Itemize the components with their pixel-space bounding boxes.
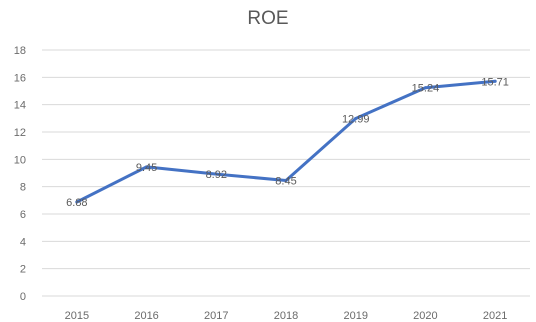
y-tick-label-2: 2 [20,264,26,276]
data-label-2016: 9.45 [136,162,157,174]
y-tick-label-8: 8 [20,182,26,194]
data-point-2019 [354,116,358,120]
y-tick-label-4: 4 [20,236,26,248]
data-label-2015: 6.88 [66,197,87,209]
y-tick-label-14: 14 [14,100,26,112]
data-point-2017 [214,172,218,176]
data-label-2019: 12.99 [342,113,370,125]
data-point-2015 [75,200,79,204]
y-tick-label-18: 18 [14,45,26,57]
x-tick-label-2019: 2019 [343,310,367,322]
x-tick-label-2018: 2018 [274,310,298,322]
x-tick-label-2015: 2015 [65,310,89,322]
data-label-2021: 15.71 [481,76,509,88]
data-point-2018 [284,179,288,183]
y-tick-label-0: 0 [20,291,26,303]
x-tick-label-2016: 2016 [134,310,158,322]
chart-title: ROE [247,8,289,29]
x-tick-label-2020: 2020 [413,310,437,322]
y-tick-label-6: 6 [20,209,26,221]
data-point-2020 [423,86,427,90]
data-label-2020: 15.24 [412,83,440,95]
y-tick-label-12: 12 [14,127,26,139]
y-tick-label-10: 10 [14,154,26,166]
data-point-2021 [493,79,497,83]
y-tick-label-16: 16 [14,72,26,84]
data-label-2018: 8.45 [275,176,296,188]
x-tick-label-2021: 2021 [483,310,507,322]
data-label-2017: 8.92 [206,169,227,181]
data-point-2016 [145,165,149,169]
x-tick-label-2017: 2017 [204,310,228,322]
